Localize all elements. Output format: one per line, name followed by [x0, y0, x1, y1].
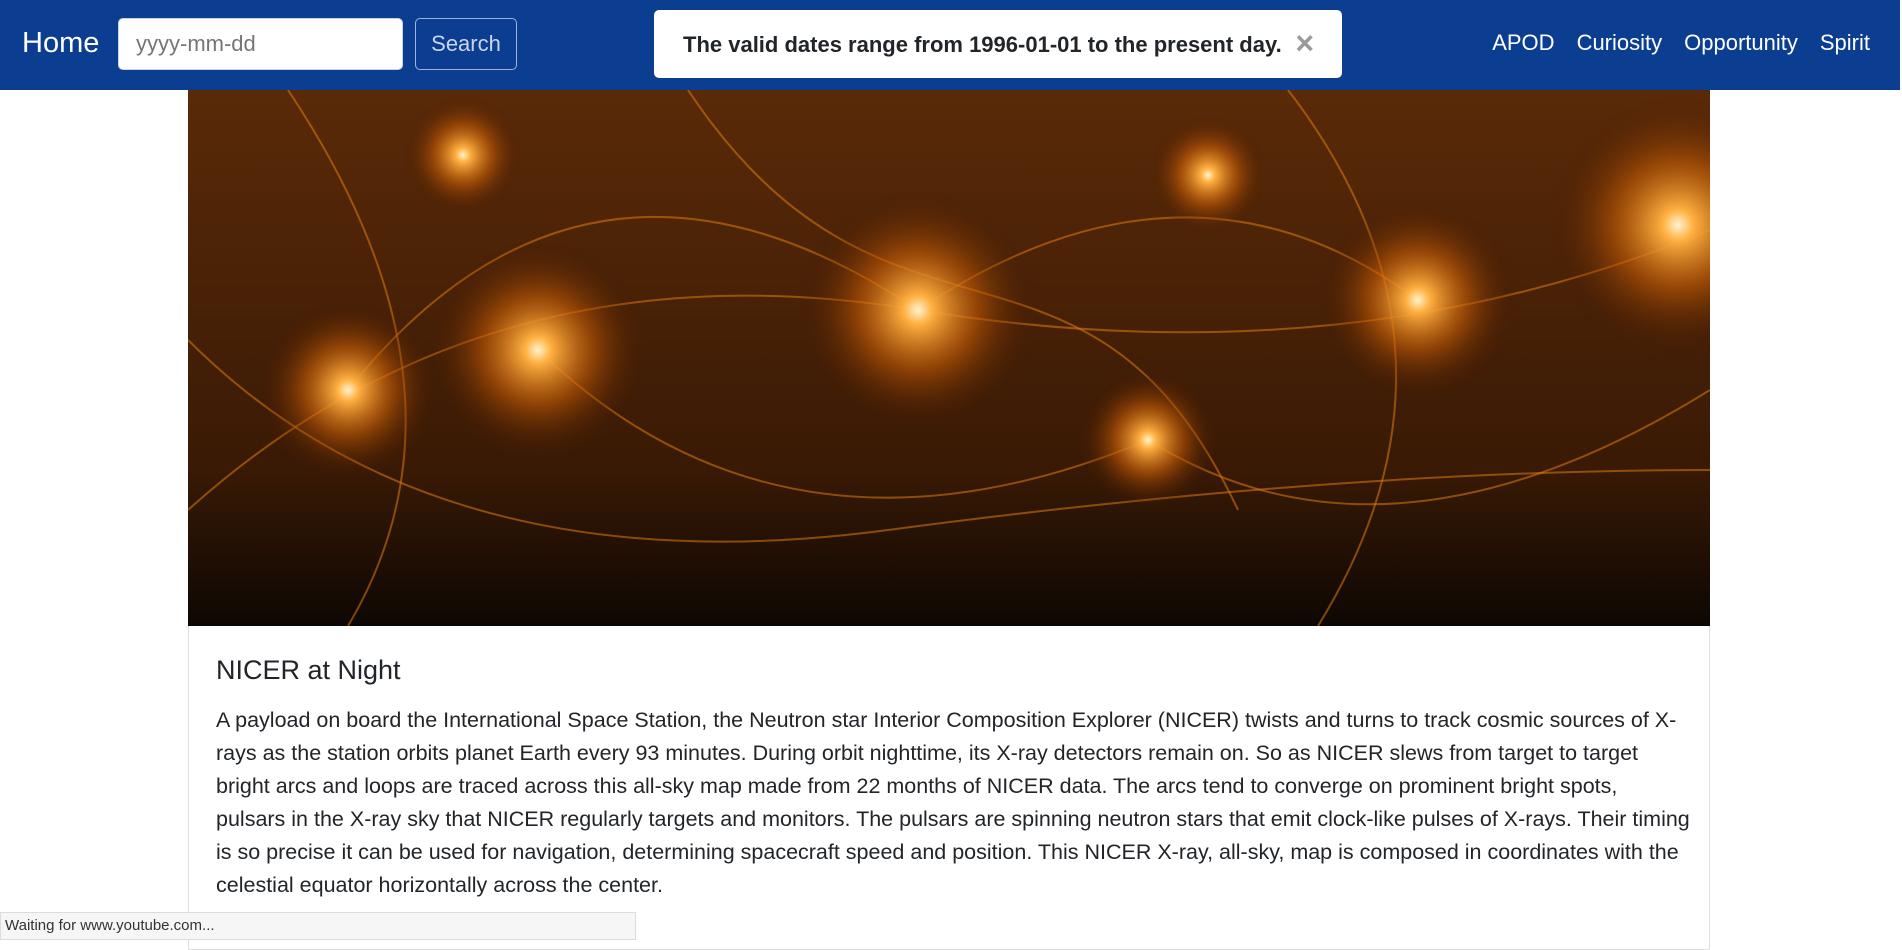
apod-image: [188, 90, 1710, 626]
home-link[interactable]: Home: [22, 27, 100, 59]
nav-link[interactable]: APOD: [1492, 30, 1555, 55]
alert-message: The valid dates range from 1996-01-01 to…: [683, 32, 1282, 57]
apod-explanation: A payload on board the International Spa…: [216, 708, 1690, 897]
nav-link[interactable]: Curiosity: [1576, 30, 1663, 55]
nav-link[interactable]: Spirit: [1819, 30, 1870, 55]
navbar: Home Search The valid dates range from 1…: [0, 0, 1900, 90]
nav-link[interactable]: Opportunity: [1684, 30, 1798, 55]
date-input[interactable]: [118, 18, 403, 70]
alert: The valid dates range from 1996-01-01 to…: [654, 10, 1342, 78]
alert-close[interactable]: ×: [1295, 25, 1314, 61]
apod-title: NICER at Night: [216, 655, 401, 685]
nav-links: APOD Curiosity Opportunity Spirit: [1492, 30, 1870, 56]
status-bar: Waiting for www.youtube.com...: [0, 912, 636, 940]
search-button[interactable]: Search: [415, 18, 517, 70]
